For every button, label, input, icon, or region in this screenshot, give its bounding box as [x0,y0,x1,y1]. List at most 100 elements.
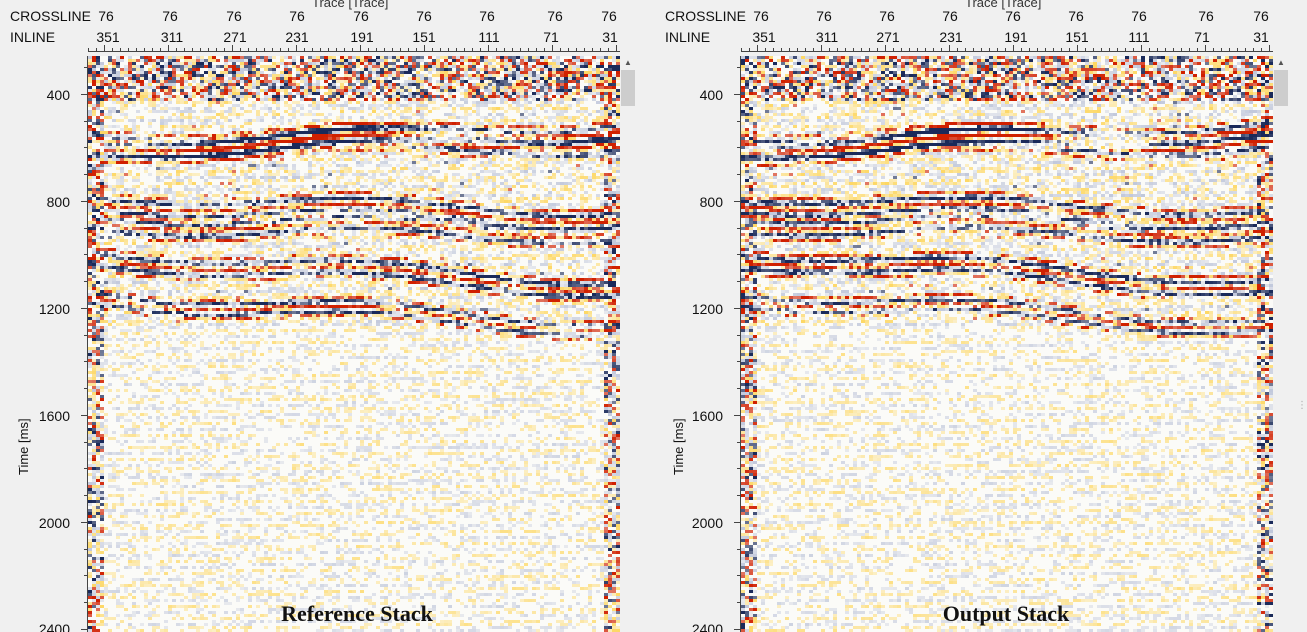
scroll-up-arrow-icon[interactable]: ▲ [620,56,636,70]
time-axis-tick [84,388,87,389]
inline-tick: 351 [96,29,119,45]
crossline-tick: 76 [98,8,114,24]
crossline-tick: 76 [353,8,369,24]
inline-tick: 31 [1253,29,1269,45]
seismic-section-output[interactable] [741,56,1273,632]
top-axis-tick [384,48,385,52]
top-axis-tick [560,48,561,52]
vertical-scrollbar[interactable]: ▲ [1273,56,1289,632]
top-axis-tick [216,48,217,52]
top-axis-tick [781,48,782,52]
time-axis-tick [734,200,740,202]
top-axis-tick [320,48,321,52]
top-axis-tick [600,48,601,52]
top-axis-tick [360,45,361,52]
inline-tick: 111 [1128,29,1149,45]
time-tick-label: 800 [683,194,723,210]
time-axis-tick [737,495,740,496]
time-axis-tick [81,200,87,202]
top-axis-tick [1037,48,1038,52]
top-axis-tick [304,48,305,52]
time-axis-tick [734,93,740,95]
top-axis-tick [392,48,393,52]
time-axis-tick [737,334,740,336]
top-axis-tick [288,48,289,52]
top-axis-tick [1053,48,1054,52]
output-stack-panel: Trace [Trace] CROSSLINE INLINE 76 76 76 … [655,0,1305,632]
top-axis-tick [528,48,529,52]
top-axis-tick [789,48,790,52]
inline-tick: 271 [876,29,899,45]
top-axis-tick [869,48,870,52]
top-axis-tick [1149,48,1150,52]
top-axis-tick [152,48,153,52]
top-axis-tick [1069,48,1070,52]
inline-tick: 191 [350,29,373,45]
top-axis-tick [536,48,537,52]
time-axis-tick [81,521,87,523]
top-axis-tick [1093,48,1094,52]
top-axis-tick [1173,48,1174,52]
top-axis-tick [456,48,457,52]
time-axis-tick [737,174,740,175]
top-axis-tick [112,48,113,52]
top-axis-tick [813,48,814,52]
crossline-tick: 76 [162,8,178,24]
inline-tick: 31 [602,29,618,45]
inline-label: INLINE [665,29,710,45]
top-axis-tick [520,48,521,52]
time-axis-tick [81,93,87,95]
top-axis-tick [568,48,569,52]
top-axis-tick [1005,48,1006,52]
top-axis-tick [965,48,966,52]
top-axis-tick [584,48,585,52]
inline-tick: 231 [285,29,308,45]
crossline-tick: 76 [547,8,563,24]
time-axis-tick [84,281,87,282]
top-axis-tick [1245,48,1246,52]
top-axis-tick [973,48,974,52]
inline-label: INLINE [10,29,55,45]
top-axis-tick [837,48,838,52]
time-axis-tick [737,361,740,363]
top-axis-tick [877,48,878,52]
top-axis-tick [272,48,273,52]
top-axis-tick [901,48,902,52]
top-axis-tick [1221,48,1222,52]
top-axis-tick [941,48,942,52]
top-axis-line [741,51,1273,52]
top-axis-tick [749,48,750,52]
crossline-tick: 76 [1131,8,1147,24]
vertical-scrollbar[interactable]: ▲ [620,56,636,632]
inline-tick: 71 [1194,29,1210,45]
top-axis-tick [168,45,169,52]
splitter-grip-icon[interactable]: ⋮ [1297,400,1305,411]
top-axis-tick [885,45,886,52]
top-axis-tick [184,48,185,52]
time-axis-tick [84,548,87,550]
time-axis-tick [81,414,87,416]
top-axis-tick [400,48,401,52]
top-axis-tick [488,45,489,52]
time-axis-tick [734,628,740,630]
time-axis-tick [84,441,87,443]
inline-tick: 71 [543,29,559,45]
time-axis-tick [84,120,87,122]
top-axis-tick [176,48,177,52]
time-axis-tick [737,147,740,149]
time-axis-tick [734,521,740,523]
seismic-section-reference[interactable] [88,56,620,632]
top-axis-tick [1157,48,1158,52]
top-axis-tick [256,48,257,52]
top-axis-tick [576,48,577,52]
top-axis-tick [512,48,513,52]
time-tick-label: 2400 [30,621,70,632]
scroll-thumb[interactable] [1274,70,1288,106]
top-axis-tick [440,48,441,52]
top-axis-tick [280,48,281,52]
scroll-up-arrow-icon[interactable]: ▲ [1273,56,1289,70]
top-axis-tick [1045,48,1046,52]
top-axis-tick [136,48,137,52]
top-axis-tick [1077,45,1078,52]
scroll-thumb[interactable] [621,70,635,106]
